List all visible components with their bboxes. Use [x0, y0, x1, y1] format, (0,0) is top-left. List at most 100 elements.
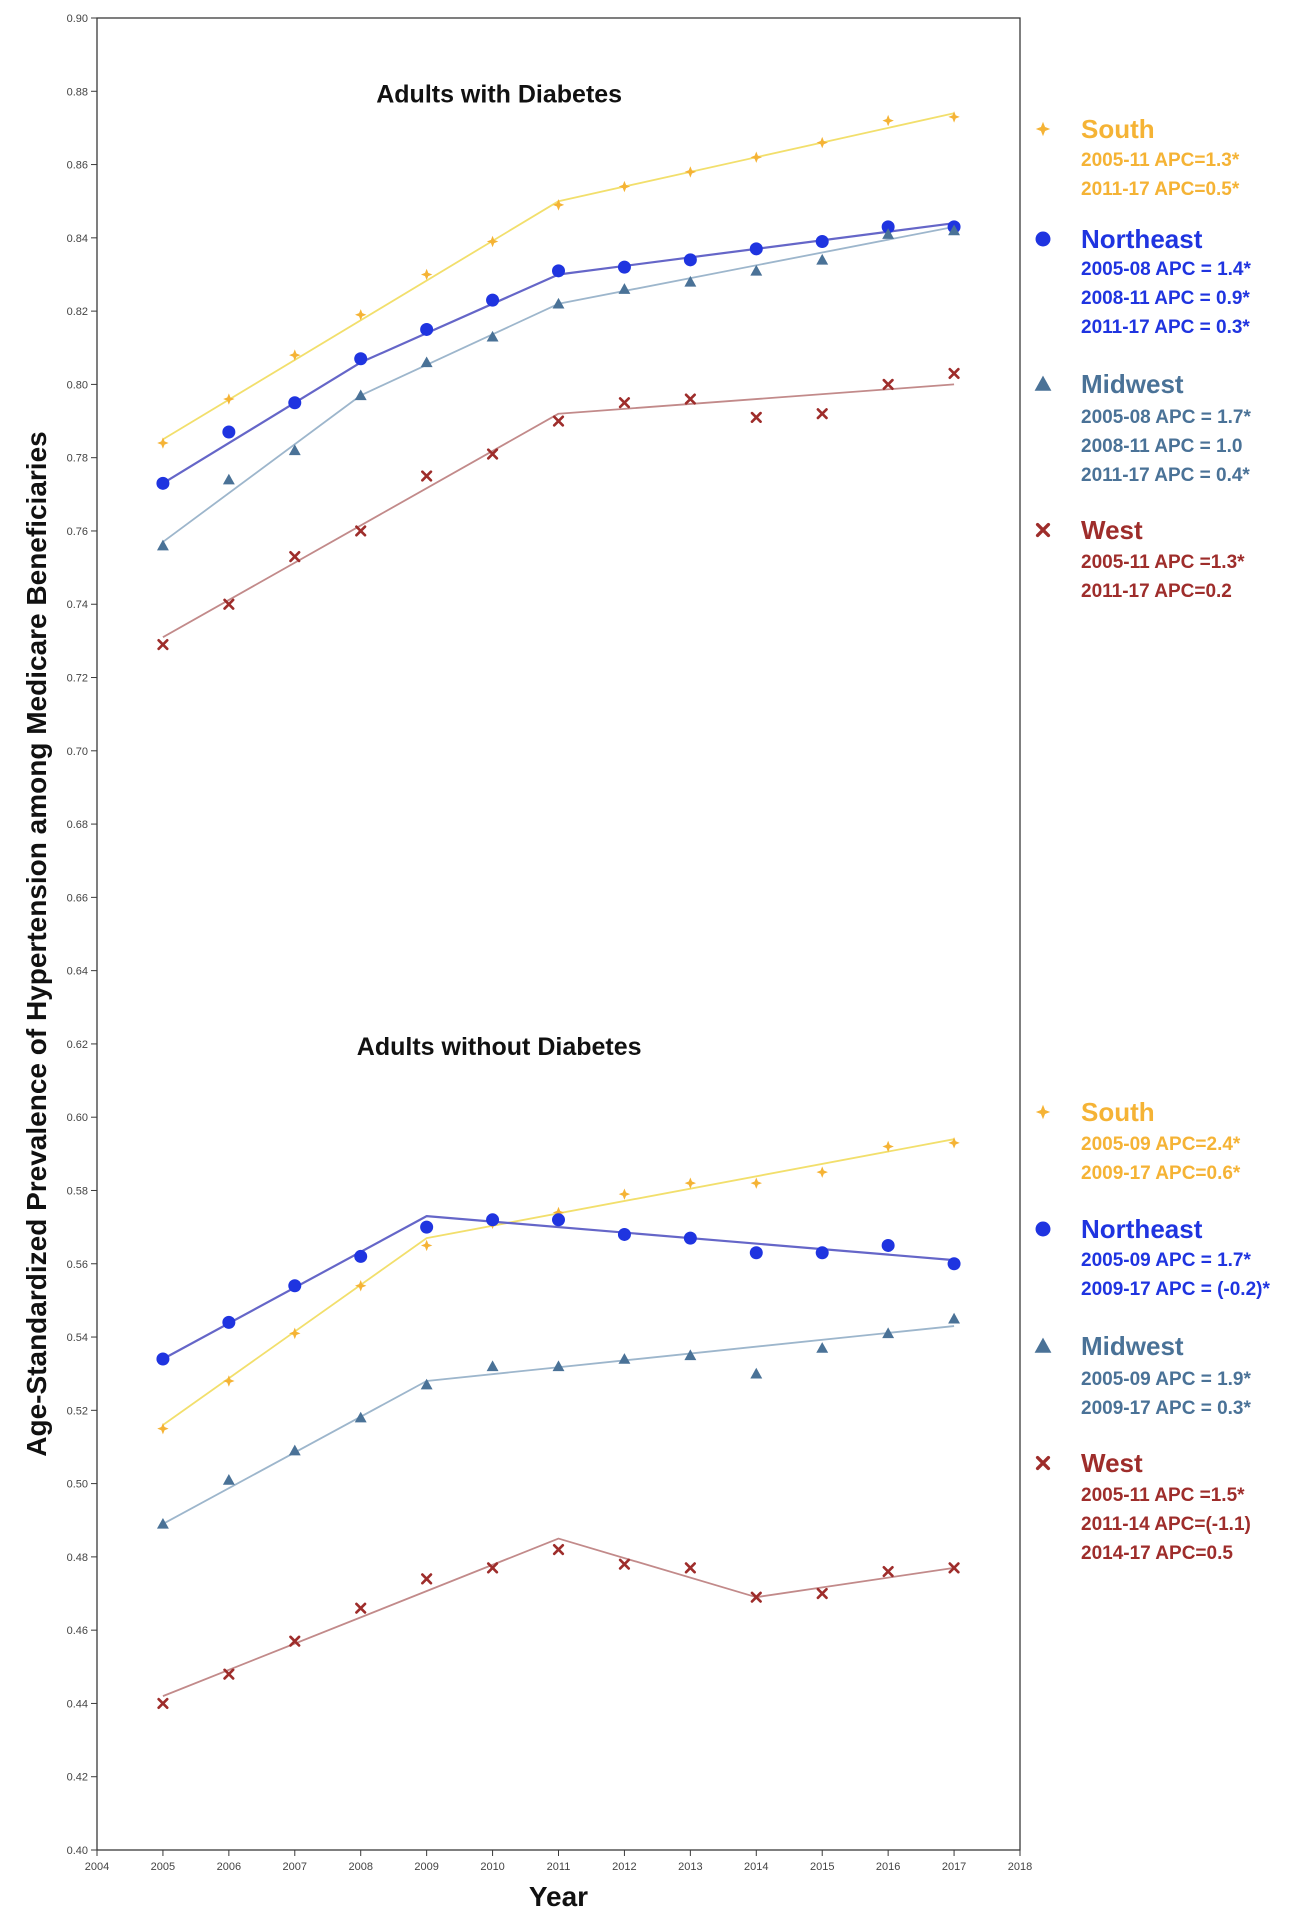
data-point-south — [289, 1327, 301, 1340]
data-point-midwest — [618, 1353, 631, 1364]
panel-title-with-diabetes: Adults with Diabetes — [376, 80, 622, 108]
legend-apc-west: 2011-14 APC=(-1.1) — [1081, 1514, 1251, 1535]
data-point-northeast — [552, 264, 565, 278]
data-point-midwest — [354, 389, 367, 401]
y-tick-label: 0.70 — [67, 746, 88, 758]
data-point-midwest — [288, 1444, 301, 1456]
data-point-west — [223, 598, 235, 610]
x-tick-label: 2009 — [414, 1861, 438, 1873]
data-point-south — [420, 268, 433, 281]
y-tick-label: 0.40 — [67, 1845, 88, 1857]
legend-marker-northeast — [1035, 1221, 1051, 1237]
data-point-midwest — [948, 224, 961, 236]
legend-apc-northeast: 2011-17 APC = 0.3* — [1081, 317, 1250, 338]
y-axis-title: Age-Standardized Prevalence of Hypertens… — [21, 431, 52, 1456]
data-point-northeast — [815, 235, 829, 249]
data-point-midwest — [882, 1327, 895, 1339]
data-point-west — [289, 551, 301, 563]
legend-marker-south — [1035, 121, 1051, 137]
data-point-northeast — [486, 1213, 500, 1227]
x-tick-label: 2004 — [85, 1861, 109, 1873]
data-point-west — [355, 525, 367, 537]
data-point-west — [421, 1573, 433, 1585]
data-point-midwest — [222, 473, 235, 485]
legend-apc-northeast: 2009-17 APC = (-0.2)* — [1081, 1279, 1270, 1300]
data-point-south — [882, 114, 894, 127]
data-point-midwest — [420, 356, 433, 368]
data-point-south — [618, 1188, 631, 1200]
legend-apc-south: 2005-09 APC=2.4* — [1081, 1134, 1241, 1155]
data-point-midwest — [882, 228, 895, 239]
data-point-west — [816, 408, 828, 420]
legend-marker-northeast — [1035, 231, 1051, 247]
data-point-south — [948, 111, 960, 123]
fit-line-northeast — [162, 1215, 955, 1360]
data-point-south — [223, 1375, 235, 1387]
x-tick-label: 2018 — [1008, 1861, 1032, 1873]
text-layer: 0.40 0.42 0.44 0.46 0.48 0.50 0.52 0.54 0.56 0.58… — [21, 13, 1270, 1912]
y-tick-label: 0.48 — [67, 1552, 88, 1564]
y-tick-label: 0.60 — [67, 1112, 88, 1124]
data-point-northeast — [881, 220, 895, 234]
data-point-west — [684, 1562, 696, 1574]
data-point-south — [948, 1137, 960, 1149]
legend-label-midwest: Midwest — [1081, 1331, 1184, 1361]
data-point-south — [157, 1422, 169, 1435]
data-point-west — [948, 1562, 960, 1574]
data-point-west — [816, 1587, 828, 1600]
data-point-west — [618, 397, 631, 409]
legend-label-midwest: Midwest — [1081, 369, 1184, 399]
data-point-south — [289, 349, 301, 361]
x-tick-label: 2015 — [810, 1861, 834, 1873]
y-tick-label: 0.62 — [67, 1039, 88, 1051]
legend-marker-west — [1035, 522, 1051, 538]
legend-apc-west: 2005-11 APC =1.3* — [1081, 552, 1245, 573]
data-point-midwest — [156, 1517, 169, 1529]
y-tick-label: 0.76 — [67, 526, 88, 538]
y-tick-label: 0.52 — [67, 1405, 88, 1417]
y-tick-label: 0.84 — [67, 233, 88, 245]
data-point-midwest — [750, 264, 763, 276]
data-point-northeast — [617, 260, 631, 274]
legend-apc-west: 2014-17 APC=0.5 — [1081, 1543, 1233, 1564]
data-point-northeast — [617, 1227, 631, 1241]
data-point-midwest — [750, 1367, 763, 1379]
data-point-west — [750, 1591, 762, 1603]
data-point-northeast — [552, 1213, 565, 1227]
data-point-south — [420, 1239, 433, 1252]
data-point-northeast — [156, 476, 170, 490]
y-tick-label: 0.58 — [67, 1185, 88, 1197]
axes-layer — [91, 17, 1021, 1856]
y-tick-label: 0.88 — [67, 86, 88, 98]
data-point-west — [157, 1697, 169, 1710]
data-point-west — [948, 367, 960, 380]
legend-apc-midwest: 2005-09 APC = 1.9* — [1081, 1369, 1251, 1390]
legend-apc-south: 2005-11 APC=1.3* — [1081, 150, 1240, 171]
legend-label-west: West — [1081, 515, 1143, 545]
x-tick-label: 2006 — [217, 1861, 241, 1873]
data-point-south — [750, 151, 762, 163]
data-point-midwest — [288, 444, 301, 456]
y-tick-label: 0.90 — [67, 13, 88, 25]
data-point-northeast — [354, 1249, 368, 1263]
legend-marker-midwest — [1034, 375, 1052, 391]
fit-line-west — [162, 1537, 955, 1697]
data-point-northeast — [486, 293, 500, 307]
data-point-midwest — [684, 275, 697, 287]
data-point-northeast — [288, 1279, 302, 1293]
data-point-northeast — [749, 1246, 763, 1260]
data-point-northeast — [749, 242, 763, 256]
data-point-south — [882, 1140, 894, 1153]
panel-title-without-diabetes: Adults without Diabetes — [357, 1033, 642, 1061]
x-tick-label: 2011 — [547, 1861, 571, 1873]
data-point-west — [157, 638, 169, 651]
y-tick-label: 0.44 — [67, 1698, 88, 1710]
data-point-south — [816, 1166, 828, 1178]
legend-apc-west: 2011-17 APC=0.2 — [1081, 581, 1232, 602]
data-point-northeast — [222, 1315, 236, 1329]
legend-marker-midwest — [1034, 1337, 1052, 1353]
y-tick-label: 0.42 — [67, 1772, 88, 1784]
y-tick-label: 0.56 — [67, 1259, 88, 1271]
data-point-midwest — [816, 1342, 829, 1353]
data-point-south — [355, 1280, 367, 1292]
